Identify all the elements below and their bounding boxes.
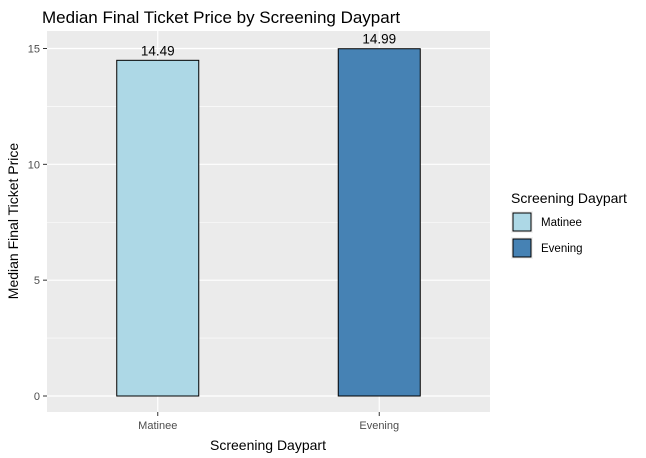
bar-matinee — [116, 59, 200, 397]
y-tick-label: 0 — [34, 391, 40, 403]
x-axis: Matinee Evening — [138, 412, 399, 432]
y-tick-label: 10 — [28, 159, 40, 171]
y-axis-title: Median Final Ticket Price — [5, 143, 21, 300]
x-tick-label-evening: Evening — [359, 420, 399, 432]
legend: Screening Daypart Matinee Evening — [511, 190, 627, 259]
legend-swatch-evening — [512, 238, 532, 258]
data-label-matinee: 14.49 — [141, 43, 175, 58]
bar-evening — [337, 48, 421, 397]
x-axis-title: Screening Daypart — [210, 437, 326, 453]
bars — [116, 48, 421, 397]
y-tick-label: 15 — [28, 44, 40, 56]
data-label-evening: 14.99 — [362, 32, 396, 47]
y-tick-label: 5 — [34, 275, 40, 287]
data-labels: 14.49 14.99 — [141, 32, 396, 59]
y-axis: 0 5 10 15 — [28, 44, 47, 403]
legend-title: Screening Daypart — [511, 190, 627, 206]
legend-label-matinee: Matinee — [541, 217, 582, 229]
legend-swatch-matinee — [512, 212, 532, 232]
chart-title: Median Final Ticket Price by Screening D… — [42, 8, 400, 27]
legend-label-evening: Evening — [541, 243, 583, 255]
plot-panel — [47, 31, 490, 412]
x-tick-label-matinee: Matinee — [138, 420, 177, 432]
